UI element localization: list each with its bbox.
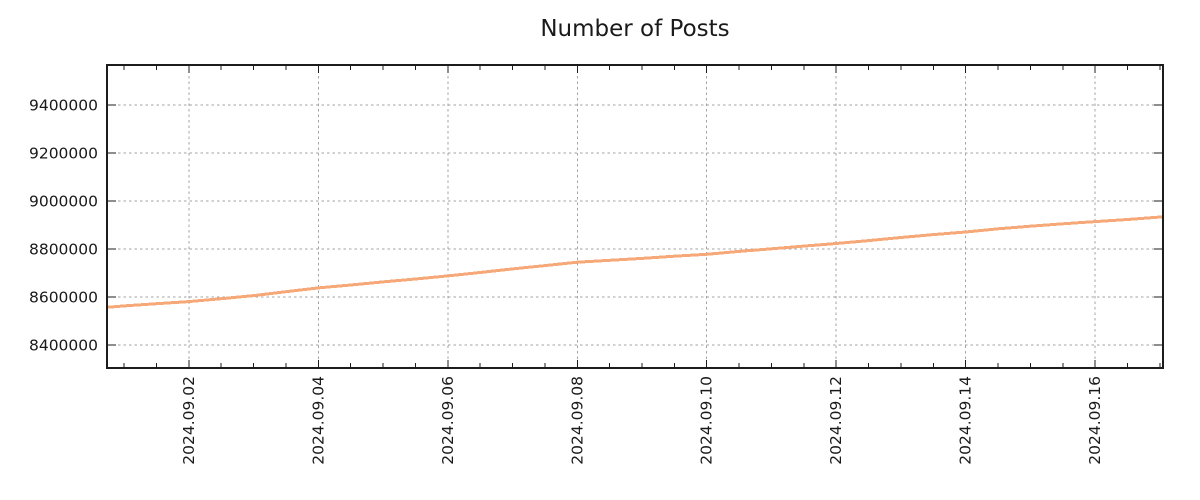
y-tick-label: 8800000: [29, 241, 98, 259]
y-tick-label: 9200000: [29, 145, 98, 163]
data-line-posts: [107, 215, 1164, 309]
x-tick-label: 2024.09.04: [309, 376, 327, 465]
y-tick-label: 9000000: [29, 193, 98, 211]
y-tick-label: 9400000: [29, 97, 98, 115]
x-tick-label: 2024.09.08: [568, 376, 586, 465]
x-tick-label: 2024.09.14: [957, 376, 975, 465]
y-tick-label: 8400000: [29, 337, 98, 355]
x-tick-label: 2024.09.02: [180, 376, 198, 465]
x-tick-label: 2024.09.10: [698, 376, 716, 465]
chart-title: Number of Posts: [540, 16, 730, 42]
x-tick-label: 2024.09.12: [827, 376, 845, 465]
x-tick-label: 2024.09.06: [439, 376, 457, 465]
x-tick-label: 2024.09.16: [1086, 376, 1104, 465]
plot-frame: [106, 64, 1164, 369]
y-tick-label: 8600000: [29, 289, 98, 307]
